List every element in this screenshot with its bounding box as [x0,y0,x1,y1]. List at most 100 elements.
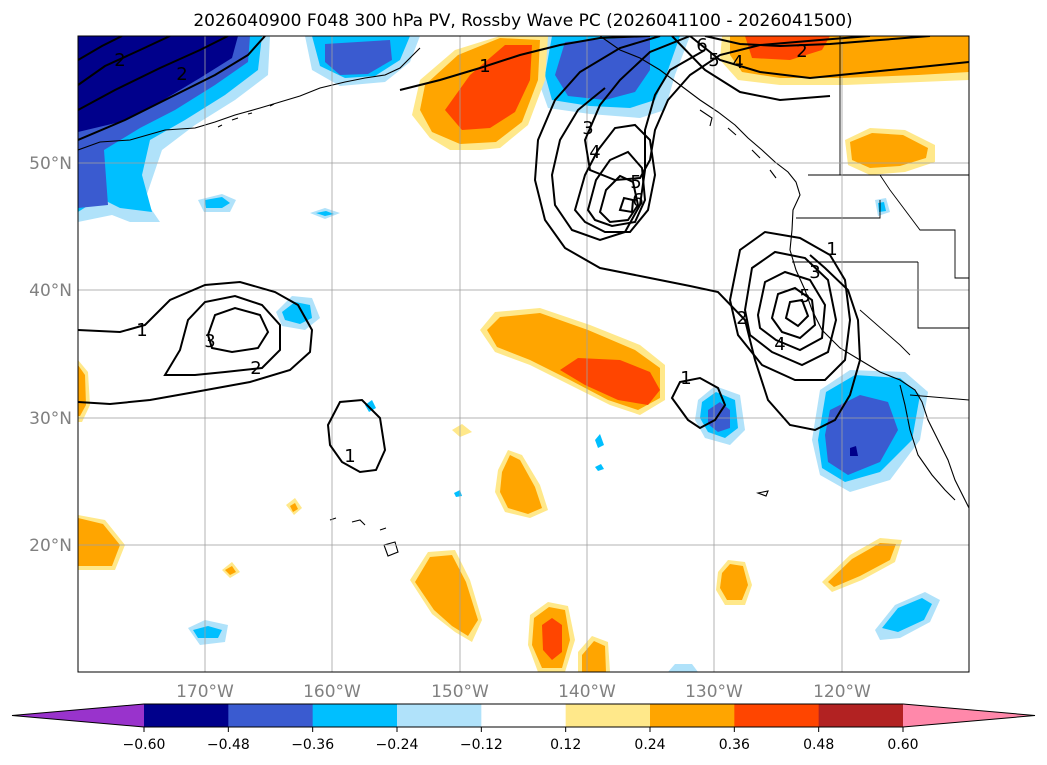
contour-label: 3 [204,331,215,352]
latitude-labels: 50°N 40°N 30°N 20°N [29,154,72,556]
coastline-aleutians [217,103,275,128]
map-layers: 1 2 3 1 1 3 4 5 6 6 5 4 2 1 2 4 3 1 5 2 … [78,35,969,672]
pv-contour-closed [326,398,387,474]
contour-label: 2 [796,41,807,62]
colorbar-extend-max [903,704,1035,727]
colorbar-swatch [481,704,567,727]
pv-contour-central-pacific [78,280,314,406]
coastline-alaska [78,47,421,151]
lat-label: 20°N [29,536,72,556]
pv-contour-northwest [78,36,123,61]
anomaly-patch-small [365,400,376,412]
pv-contour-central-pacific [163,294,281,376]
colorbar-tick-label: −0.60 [123,737,166,753]
anomaly-patch-small [668,664,698,672]
negative-anomaly-shading [78,36,940,672]
border-idaho [879,174,969,279]
lon-label: 150°W [431,682,489,702]
contour-labels: 1 2 3 1 1 3 4 5 6 6 5 4 2 1 2 4 3 1 5 2 … [114,35,837,467]
contour-label: 1 [136,320,147,341]
border-nevada-diag [859,309,911,356]
contour-label: 2 [176,64,187,85]
pv-contour-gulf-alaska [586,150,647,228]
contour-label: 4 [589,142,600,163]
colorbar-tick-label: −0.12 [460,737,503,753]
pv-contour-gulf-alaska [573,123,657,233]
colorbar-swatch [734,704,820,727]
anomaly-patch-small [225,566,236,575]
anomaly-patch-small [882,598,932,632]
anomaly-patch-small [720,564,748,600]
anomaly-patch-north [325,40,392,75]
anomaly-patch-small [316,211,334,216]
pv-contour-california [784,298,810,328]
pv-contour-california [743,250,838,367]
anomaly-patch-small [542,618,562,660]
anomaly-patch-small [415,555,478,636]
colorbar-tick-label: 0.48 [803,737,834,753]
contour-label: 5 [630,172,641,193]
longitude-labels: 170°W 160°W 150°W 140°W 130°W 120°W [176,682,871,702]
colorbar: −0.60 −0.48 −0.36 −0.24 −0.12 0.12 0.24 0.36 0.4… [11,703,1036,753]
pv-contour-central-pacific [206,306,270,354]
anomaly-patch-baja [850,446,858,456]
contour-label: 3 [809,262,820,283]
colorbar-swatch [650,704,735,727]
anomaly-patch-north-pacific [445,45,532,130]
pv-contour-california [756,270,827,352]
anomaly-patch-small [193,626,222,638]
coastline-hawaii [329,517,399,557]
colorbar-tick-label: 0.24 [634,737,665,753]
colorbar-swatch [228,704,314,727]
contour-label: 5 [708,50,719,71]
colorbar-tick-label: 0.60 [887,737,918,753]
pv-contour-northwest [78,36,229,111]
anomaly-patch-small [828,543,896,587]
contour-label: 2 [736,308,747,329]
anomaly-patch-canada [850,133,928,168]
pv-contour-gulf-alaska [550,49,706,242]
pv-contour-california [728,230,852,381]
lon-label: 140°W [558,682,616,702]
contour-label: 2 [114,50,125,71]
map-frame [77,35,970,673]
pv-contour-gulf-alaska [618,196,635,214]
colorbar-tick-label: 0.12 [550,737,581,753]
lat-label: 50°N [29,154,72,174]
coastline-guadalupe [756,490,769,497]
anomaly-patch-small [78,518,120,566]
colorbar-swatch [818,704,904,727]
anomaly-patch-small [290,503,298,512]
lon-label: 130°W [685,682,743,702]
pv-contour-closed [670,376,727,430]
lon-label: 120°W [813,682,871,702]
colorbar-swatch [565,704,651,727]
contour-label: 6 [632,190,643,211]
contour-label: 1 [344,446,355,467]
anomaly-patch-baja [825,395,898,475]
contour-label: 1 [826,239,837,260]
pv-contour-gulf-alaska [399,36,651,91]
positive-anomaly-shading [78,36,969,672]
colorbar-tick-label: −0.24 [376,737,419,753]
colorbar-extend-min [12,704,144,727]
lat-label: 40°N [29,281,72,301]
pv-contour-northeast [671,36,831,102]
contour-label: 1 [479,56,490,77]
pv-contours [78,36,969,474]
lon-label: 160°W [303,682,361,702]
anomaly-patch-small [595,464,604,471]
contour-label: 3 [582,118,593,139]
coastline-alaska-panhandle [599,36,969,509]
border-california-nevada [917,262,969,329]
chart-title: 2026040900 F048 300 hPa PV, Rossby Wave … [193,11,852,31]
coastline-baja [899,384,956,501]
pv-contour-northwest [78,36,171,86]
pv-contour-northeast [704,36,931,48]
coastline-bc-islands [699,109,777,179]
border-us-mexico [909,394,969,401]
contour-label: 6 [696,35,707,56]
pv-contour-northeast [689,36,969,80]
colorbar-swatch [312,704,398,727]
